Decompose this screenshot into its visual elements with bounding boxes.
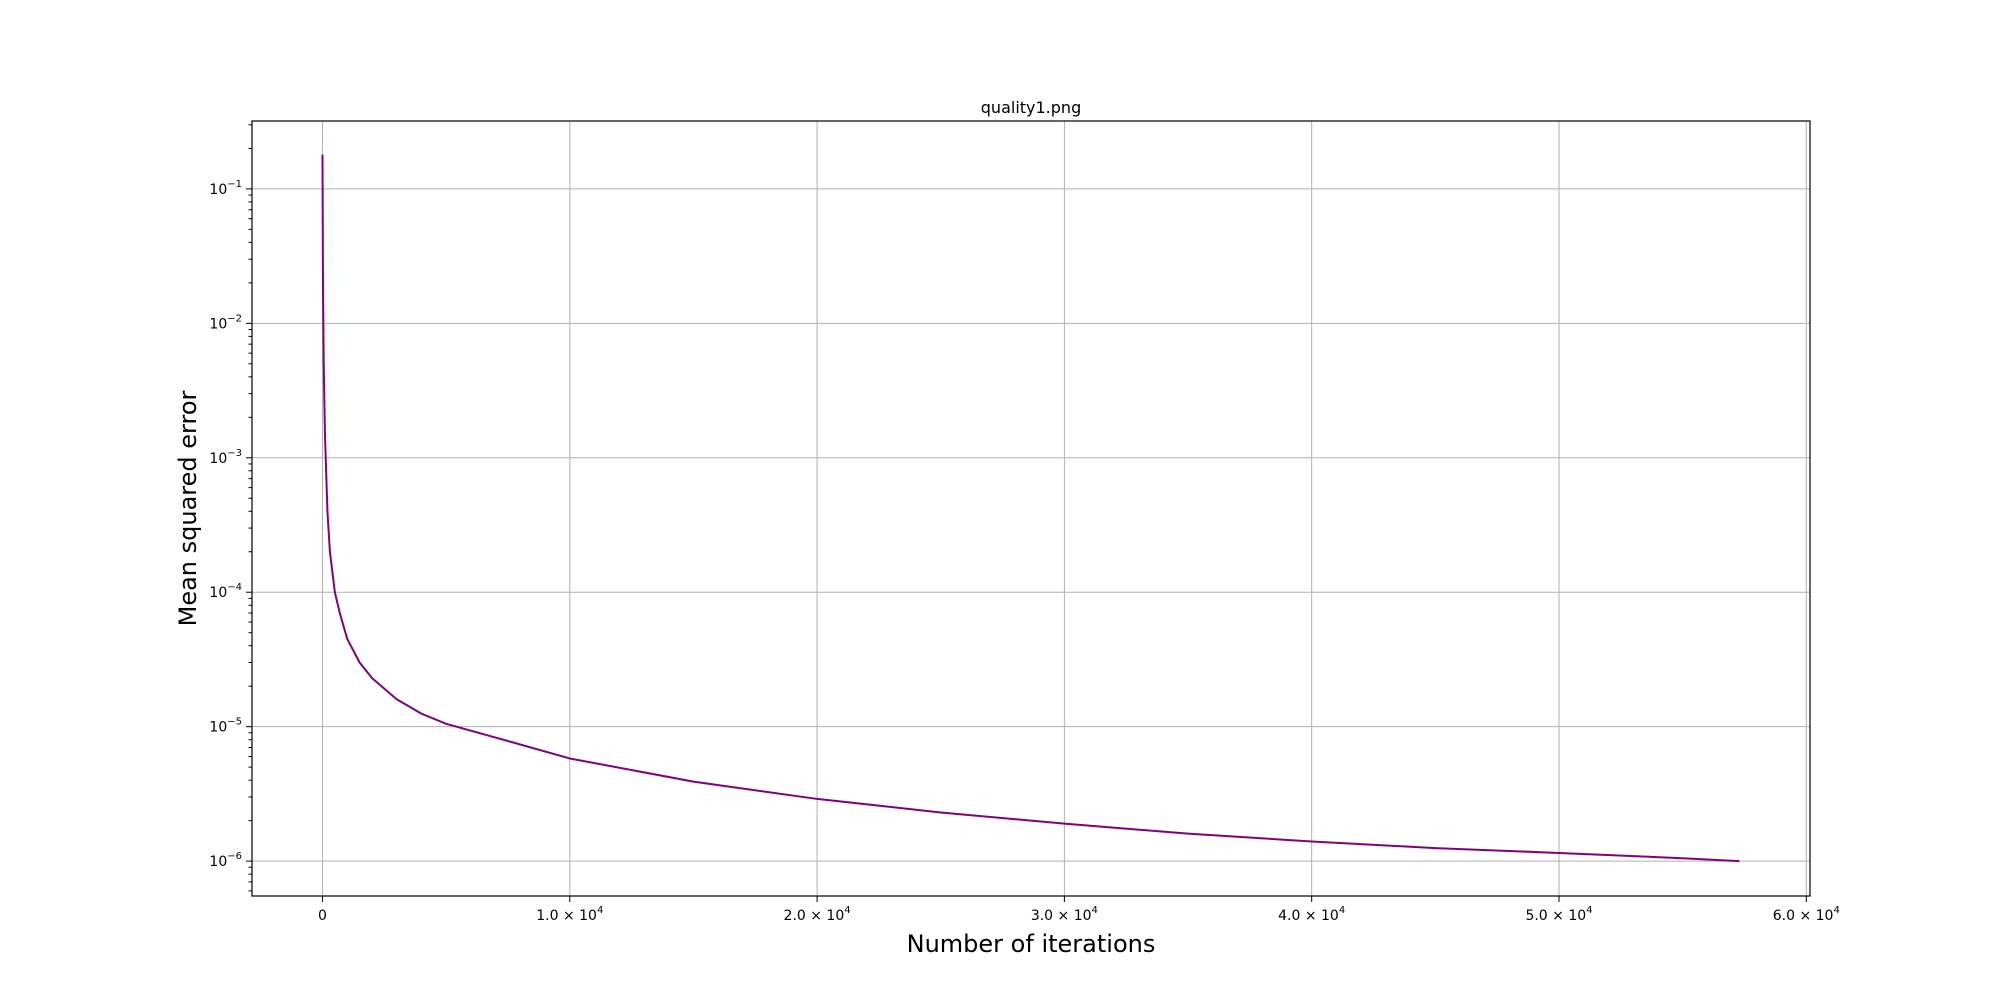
chart-title: quality1.png <box>981 98 1081 117</box>
x-tick-label: 1.0 × 104 <box>536 905 603 924</box>
y-tick-label: 10−6 <box>209 851 242 870</box>
y-tick-label: 10−1 <box>209 179 242 198</box>
y-tick-label: 10−3 <box>209 448 242 467</box>
tick-layer: 0 1.0 × 104 2.0 × 104 3.0 × 104 4.0 × 104 5.0… <box>209 124 1840 924</box>
y-axis-label: Mean squared error <box>174 390 202 626</box>
plot-frame <box>251 120 1811 897</box>
series-line <box>321 154 1740 863</box>
y-tick-label: 10−4 <box>209 582 242 601</box>
series-layer <box>321 154 1740 863</box>
x-tick-label: 0 <box>318 908 327 924</box>
x-tick-label: 5.0 × 104 <box>1525 905 1592 924</box>
x-tick-label: 3.0 × 104 <box>1031 905 1098 924</box>
y-tick-label: 10−2 <box>209 313 242 332</box>
x-tick-label: 4.0 × 104 <box>1278 905 1345 924</box>
y-tick-label: 10−5 <box>209 717 242 736</box>
x-tick-label: 2.0 × 104 <box>784 905 851 924</box>
x-axis-label: Number of iterations <box>907 930 1156 958</box>
grid-layer <box>252 121 1810 896</box>
x-tick-label: 6.0 × 104 <box>1773 905 1840 924</box>
